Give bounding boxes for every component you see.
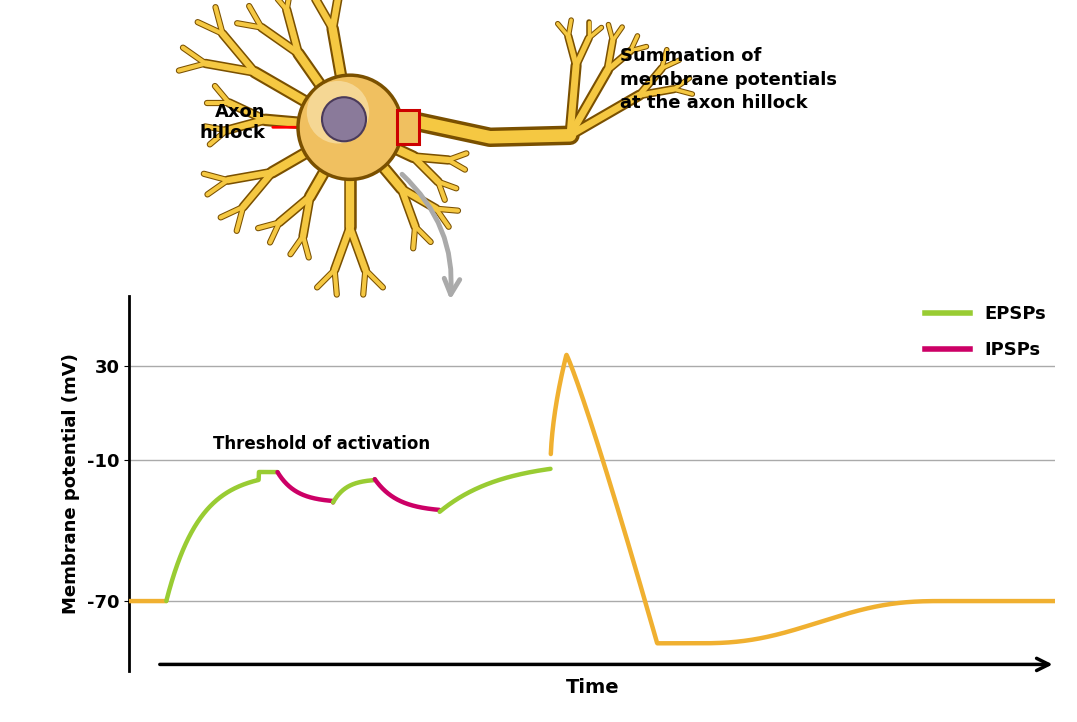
Bar bbox=[397, 110, 419, 144]
Circle shape bbox=[298, 75, 402, 179]
Y-axis label: Membrane potential (mV): Membrane potential (mV) bbox=[62, 353, 80, 614]
Text: Threshold of activation: Threshold of activation bbox=[212, 435, 430, 453]
Text: Summation of
membrane potentials
at the axon hillock: Summation of membrane potentials at the … bbox=[620, 47, 837, 113]
Text: Axon
hillock: Axon hillock bbox=[199, 103, 265, 142]
Text: Time: Time bbox=[565, 679, 619, 697]
Legend: EPSPs, IPSPs: EPSPs, IPSPs bbox=[925, 305, 1047, 359]
Circle shape bbox=[322, 97, 366, 142]
Circle shape bbox=[307, 81, 369, 144]
